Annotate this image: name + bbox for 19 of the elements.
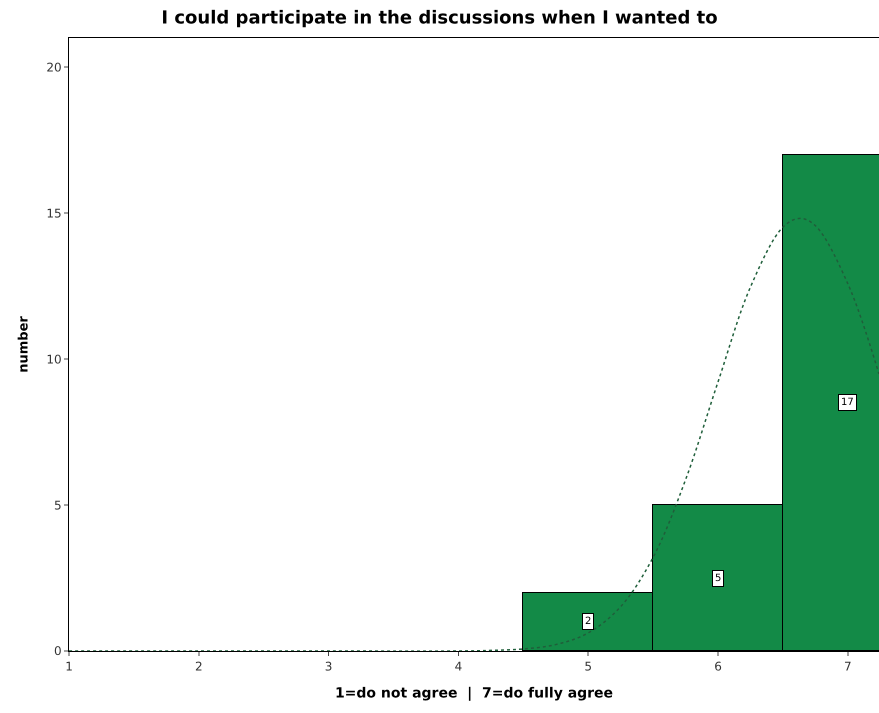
- x-tick-label: 6: [714, 659, 722, 674]
- x-axis-title: 1=do not agree | 7=do fully agree: [334, 686, 614, 702]
- x-tick-label: 2: [194, 659, 203, 674]
- y-tick-label: 5: [54, 498, 62, 512]
- y-axis-title: number: [16, 316, 32, 373]
- y-tick-label: 0: [54, 644, 62, 658]
- x-tick-label: 5: [584, 659, 592, 674]
- y-tick-label: 15: [46, 206, 62, 220]
- x-tick-label: 7: [844, 659, 852, 674]
- chart-title: I could participate in the discussions when I wanted to: [161, 7, 718, 28]
- y-tick-label: 10: [46, 352, 62, 366]
- y-tick-label: 20: [46, 60, 62, 74]
- data-label: 2: [585, 616, 592, 627]
- x-tick-label: 4: [454, 659, 462, 674]
- data-label: 5: [715, 573, 722, 584]
- x-tick-label: 1: [65, 659, 73, 674]
- x-tick-label: 3: [324, 659, 332, 674]
- data-label: 17: [841, 397, 854, 408]
- line-series: [69, 218, 879, 651]
